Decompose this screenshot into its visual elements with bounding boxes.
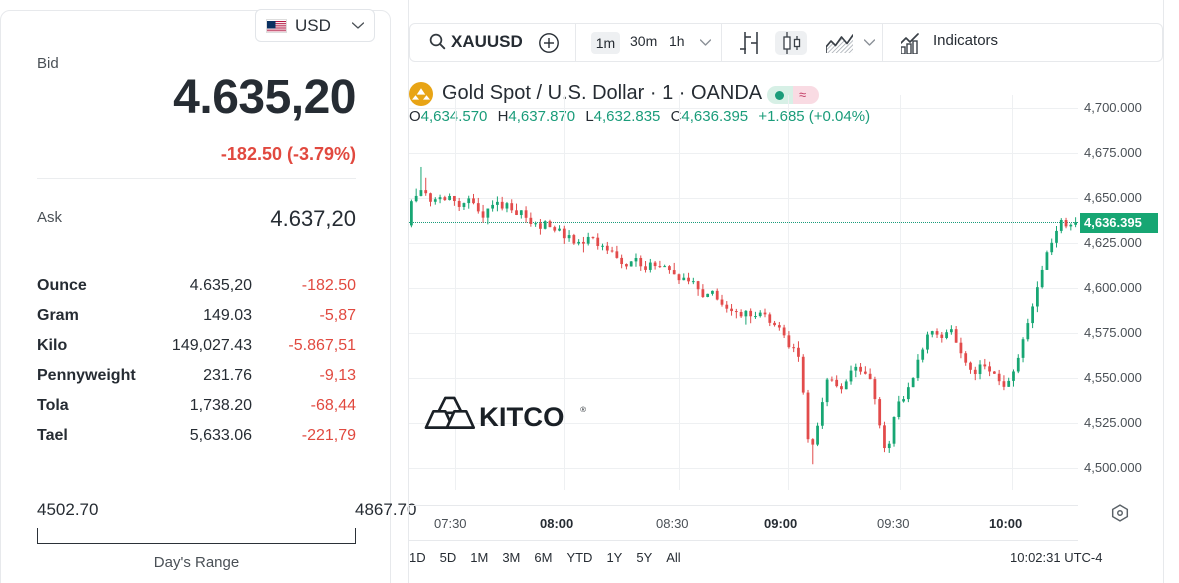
svg-text:KITCO: KITCO [479, 401, 564, 432]
svg-text:®: ® [580, 405, 586, 414]
